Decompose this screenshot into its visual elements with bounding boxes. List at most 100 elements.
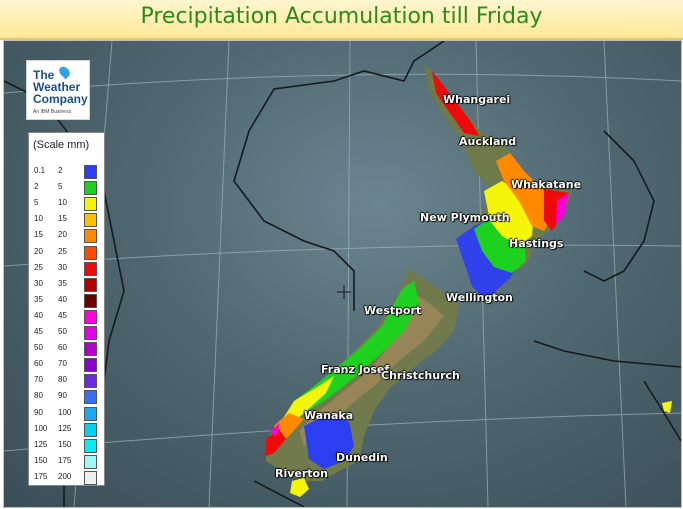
- legend-swatch: [84, 197, 97, 212]
- precipitation-map[interactable]: [3, 40, 682, 508]
- legend-from: 125: [34, 439, 48, 449]
- legend-to: 15: [58, 214, 67, 224]
- city-label-whangarei: Whangarei: [443, 93, 511, 106]
- legend-swatch: [84, 293, 97, 308]
- legend-swatch: [84, 358, 97, 373]
- city-label-riverton: Riverton: [275, 467, 328, 480]
- legend-to: 125: [58, 423, 72, 433]
- legend-to: 90: [58, 391, 67, 401]
- southern-alps: [299, 291, 444, 446]
- legend-swatch: [84, 261, 97, 276]
- legend-swatch: [84, 406, 97, 421]
- legend-row: 175 200: [29, 469, 104, 486]
- city-label-new-plymouth: New Plymouth: [420, 211, 510, 224]
- legend-swatch: [84, 181, 97, 196]
- legend-from: 20: [34, 246, 43, 256]
- legend-from: 10: [34, 214, 43, 224]
- scale-legend: (Scale mm) 0.1 2 2 5 5 10 10 15 15 20 20 25 25 30 30 35…: [28, 132, 105, 486]
- weather-company-logo: The Weather Company An IBM Business: [26, 60, 90, 120]
- legend-from: 80: [34, 391, 43, 401]
- legend-swatch: [84, 165, 97, 179]
- legend-title: (Scale mm): [33, 139, 90, 151]
- legend-row: 45 50: [29, 324, 104, 341]
- city-label-whakatane: Whakatane: [511, 178, 582, 191]
- legend-row: 150 175: [29, 453, 104, 470]
- city-label-wellington: Wellington: [446, 291, 513, 304]
- legend-to: 100: [58, 407, 72, 417]
- legend-swatch: [84, 277, 97, 292]
- legend-row: 60 70: [29, 356, 104, 373]
- legend-row: 80 90: [29, 388, 104, 405]
- city-label-auckland: Auckland: [459, 135, 517, 148]
- legend-from: 175: [34, 471, 48, 481]
- legend-swatch: [84, 342, 97, 357]
- legend-to: 30: [58, 262, 67, 272]
- legend-to: 20: [58, 230, 67, 240]
- legend-swatch: [84, 422, 97, 437]
- legend-from: 40: [34, 310, 43, 320]
- legend-to: 35: [58, 278, 67, 288]
- legend-to: 5: [58, 182, 63, 192]
- legend-swatch: [84, 326, 97, 340]
- legend-from: 2: [34, 182, 39, 192]
- legend-row: 40 45: [29, 308, 104, 325]
- rain-band-magenta: [556, 193, 568, 224]
- legend-from: 150: [34, 455, 48, 465]
- legend-swatch: [84, 309, 97, 324]
- legend-from: 100: [34, 423, 48, 433]
- legend-from: 25: [34, 262, 43, 272]
- legend-row: 10 15: [29, 211, 104, 228]
- legend-row: 20 25: [29, 244, 104, 261]
- legend-to: 200: [58, 471, 72, 481]
- legend-row: 125 150: [29, 437, 104, 454]
- legend-swatch: [84, 213, 97, 228]
- legend-from: 0.1: [34, 166, 46, 175]
- crosshair-icon: [337, 285, 351, 299]
- legend-to: 45: [58, 310, 67, 320]
- city-label-wanaka: Wanaka: [304, 409, 354, 422]
- legend-to: 150: [58, 439, 72, 449]
- header-banner: Precipitation Accumulation till Friday: [0, 0, 683, 40]
- rain-band-orange: [496, 153, 556, 231]
- legend-row: 35 40: [29, 292, 104, 309]
- legend-from: 70: [34, 375, 43, 385]
- chatham-islands: [662, 401, 672, 413]
- city-label-christchurch: Christchurch: [381, 369, 460, 382]
- stewart-island: [290, 478, 309, 497]
- legend-row: 100 125: [29, 421, 104, 438]
- legend-swatch: [84, 438, 97, 453]
- legend-to: 2: [58, 166, 63, 175]
- legend-to: 40: [58, 294, 67, 304]
- city-label-dunedin: Dunedin: [336, 451, 388, 464]
- legend-row: 5 10: [29, 195, 104, 212]
- map-canvas: [4, 41, 681, 507]
- legend-from: 60: [34, 359, 43, 369]
- legend-swatch: [84, 454, 97, 469]
- legend-to: 60: [58, 343, 67, 353]
- rain-band-red: [432, 71, 479, 136]
- legend-row: 25 30: [29, 260, 104, 277]
- legend-from: 50: [34, 343, 43, 353]
- legend-from: 15: [34, 230, 43, 240]
- rain-band-south-green: [294, 281, 419, 413]
- city-label-franz-josef: Franz Josef: [321, 363, 390, 376]
- legend-to: 25: [58, 246, 67, 256]
- legend-swatch: [84, 229, 97, 244]
- legend-to: 80: [58, 375, 67, 385]
- legend-to: 70: [58, 359, 67, 369]
- city-label-westport: Westport: [364, 304, 422, 317]
- legend-swatch: [84, 374, 97, 389]
- legend-from: 30: [34, 278, 43, 288]
- rain-band-south-magenta: [270, 423, 280, 437]
- legend-from: 45: [34, 327, 43, 336]
- legend-to: 10: [58, 198, 67, 208]
- legend-from: 35: [34, 294, 43, 304]
- legend-from: 5: [34, 198, 39, 208]
- rain-band-south-red: [266, 429, 286, 456]
- legend-row: 50 60: [29, 340, 104, 357]
- water-drop-icon: [57, 64, 72, 80]
- legend-swatch: [84, 470, 97, 485]
- legend-swatch: [84, 390, 97, 405]
- legend-to: 175: [58, 455, 72, 465]
- legend-row: 15 20: [29, 227, 104, 244]
